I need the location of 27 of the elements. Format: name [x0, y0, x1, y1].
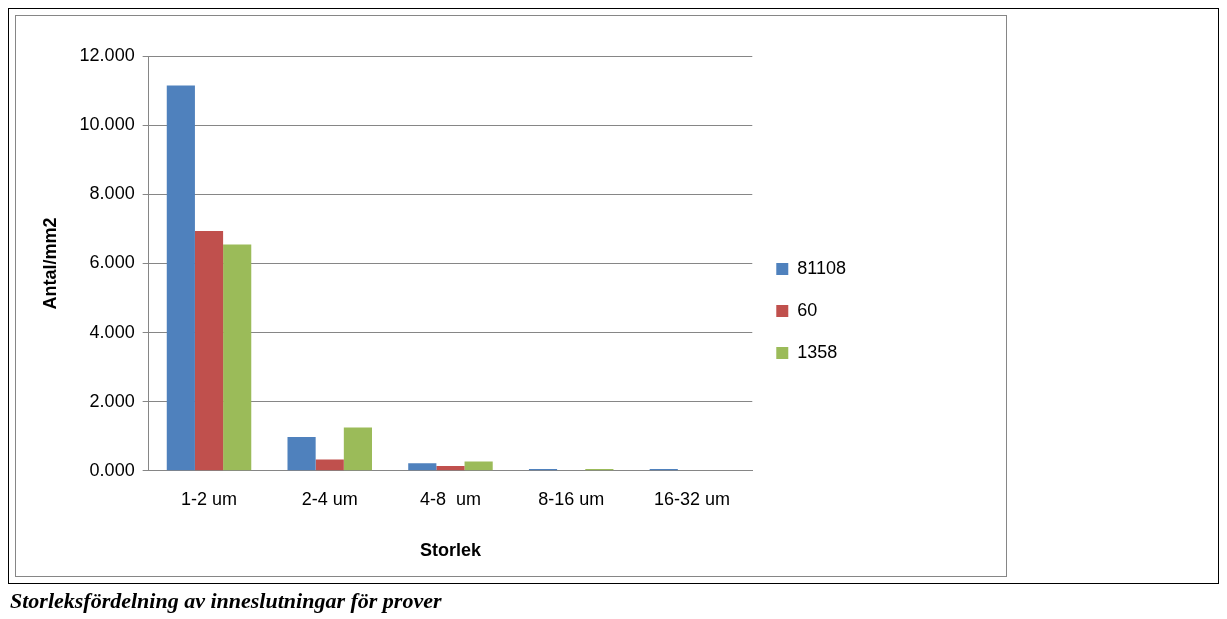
bar: [166, 85, 195, 471]
y-tick-label: 8.000: [89, 183, 135, 204]
x-tick-label: 8-16 um: [538, 488, 605, 509]
bar: [408, 463, 437, 471]
y-tick-label: 2.000: [89, 390, 135, 411]
bar: [464, 461, 493, 471]
x-tick-label: 1-2 um: [181, 488, 238, 509]
y-tick-label: 4.000: [89, 321, 135, 342]
text: Storleksfördelning av inneslutningar för prover: [9, 587, 443, 615]
x-tick-label: 16-32 um: [653, 488, 730, 509]
bar: [436, 465, 465, 471]
legend-label: 1358: [797, 341, 838, 362]
y-axis-title: Antal/mm2: [39, 217, 60, 310]
x-tick-label: 4-8 um: [419, 488, 481, 509]
bar: [343, 427, 372, 471]
y-tick-label: 10.000: [79, 114, 135, 135]
legend-label: 81108: [797, 257, 846, 278]
bar: [315, 459, 344, 471]
y-tick-label: 6.000: [89, 252, 135, 273]
y-tick-label: 0.000: [89, 459, 135, 480]
legend-label: 60: [797, 299, 818, 320]
x-tick-label: 2-4 um: [301, 488, 358, 509]
y-tick-label: 12.000: [79, 44, 135, 65]
bar: [194, 230, 224, 471]
bar: [223, 244, 252, 471]
x-axis-title: Storlek: [419, 540, 482, 561]
bar: [287, 436, 316, 471]
